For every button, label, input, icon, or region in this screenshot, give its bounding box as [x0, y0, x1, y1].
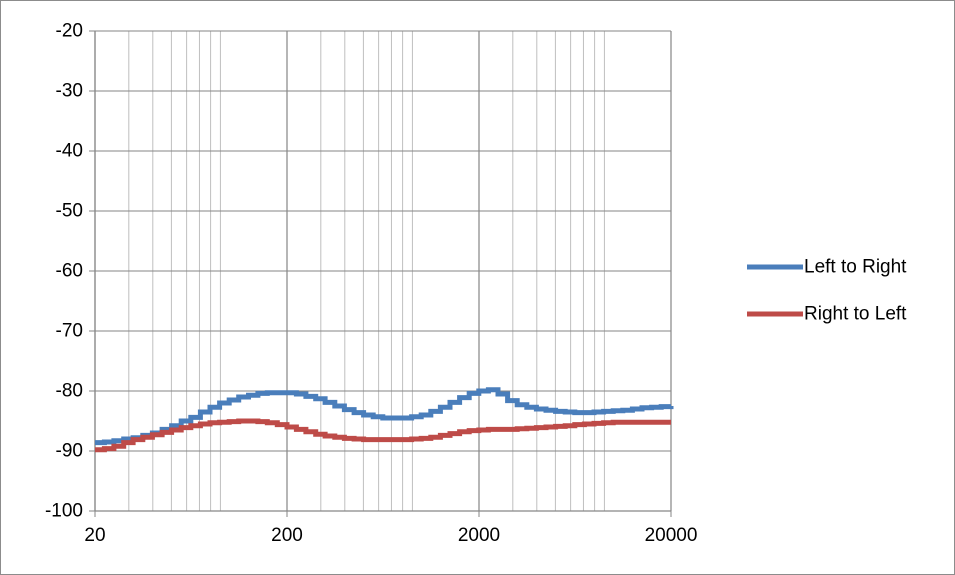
legend-label: Right to Left: [804, 304, 907, 325]
axes: [89, 30, 672, 517]
y-tick-labels: -20 -30 -40 -50 -60 -70 -80 -90 -100: [45, 21, 83, 522]
y-tick-label: -60: [56, 261, 83, 282]
y-tick-label: -90: [56, 441, 83, 462]
series-lines: [95, 387, 674, 453]
x-tick-label: 20000: [645, 525, 698, 546]
y-tick-label: -20: [56, 21, 83, 42]
legend: Left to Right Right to Left: [747, 257, 907, 325]
series-line-left-to-right: [95, 387, 674, 446]
legend-label: Left to Right: [804, 257, 907, 278]
y-tick-label: -40: [56, 141, 83, 162]
y-tick-label: -80: [56, 381, 83, 402]
x-tick-labels: 20 200 2000 20000: [84, 525, 697, 546]
y-tick-label: -100: [45, 501, 83, 522]
y-tick-label: -50: [56, 201, 83, 222]
y-tick-label: -70: [56, 321, 83, 342]
x-tick-label: 2000: [458, 525, 500, 546]
x-tick-label: 20: [84, 525, 105, 546]
series-line-right-to-left: [95, 418, 671, 453]
grid: [94, 30, 672, 512]
y-tick-label: -30: [56, 81, 83, 102]
x-tick-label: 200: [271, 525, 303, 546]
